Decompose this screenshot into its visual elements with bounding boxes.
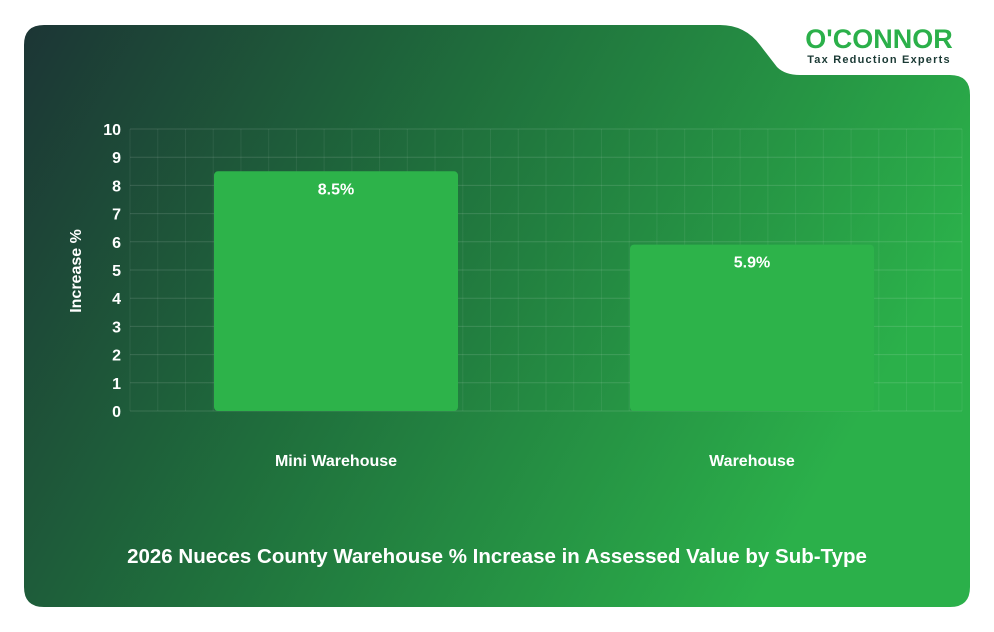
x-tick-label: Mini Warehouse <box>275 453 397 470</box>
y-axis-ticks: 0 1 2 3 4 5 6 7 8 9 10 <box>103 122 121 421</box>
bar-data-label: 8.5% <box>318 181 354 198</box>
bar-data-label: 5.9% <box>734 255 770 272</box>
x-tick-label: Warehouse <box>709 453 795 470</box>
y-tick-label: 3 <box>112 319 121 336</box>
logo-tagline: Tax Reduction Experts <box>807 54 951 66</box>
y-tick-label: 5 <box>112 263 121 280</box>
y-tick-label: 1 <box>112 376 121 393</box>
brand-logo: O'CONNOR Tax Reduction Experts <box>805 24 952 66</box>
bar <box>630 244 874 411</box>
y-tick-label: 4 <box>112 291 121 308</box>
y-tick-label: 0 <box>112 404 121 421</box>
chart-background <box>24 25 970 607</box>
y-tick-label: 2 <box>112 348 121 365</box>
logo-text: O'CONNOR <box>805 24 952 54</box>
y-tick-label: 10 <box>103 122 121 139</box>
chart-bars: 8.5% 5.9% <box>214 171 874 411</box>
y-tick-label: 8 <box>112 178 121 195</box>
y-axis-label: Increase % <box>68 229 85 313</box>
y-tick-label: 6 <box>112 235 121 252</box>
chart-title: 2026 Nueces County Warehouse % Increase … <box>127 545 867 568</box>
y-tick-label: 7 <box>112 207 121 224</box>
bar <box>214 171 458 411</box>
x-axis-ticks: Mini Warehouse Warehouse <box>275 453 795 470</box>
y-tick-label: 9 <box>112 150 121 167</box>
